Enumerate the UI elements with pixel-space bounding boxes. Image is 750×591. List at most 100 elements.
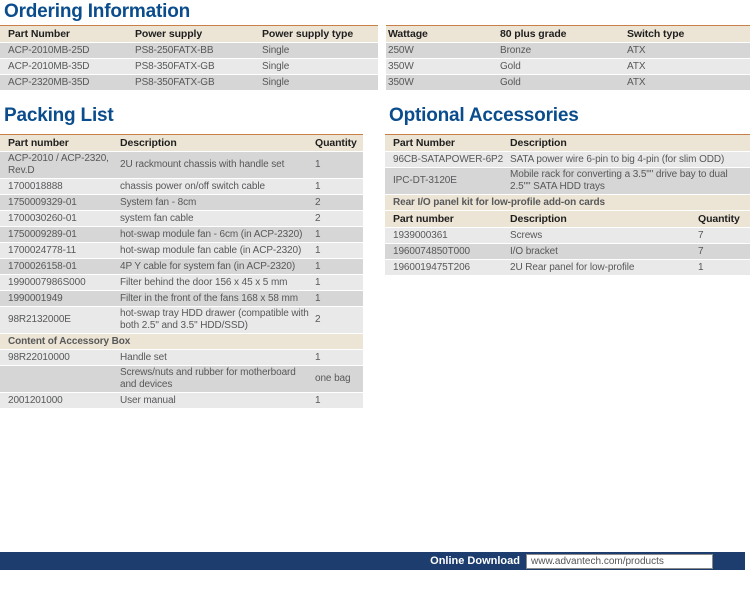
- table-cell: ATX: [627, 58, 750, 75]
- table-cell: 1: [315, 226, 363, 243]
- column-header: Power supply type: [262, 25, 378, 43]
- table-row: 1700026158-01 4P Y cable for system fan (…: [0, 258, 363, 275]
- table-row: ACP-2320MB-35D PS8-350FATX-GB Single: [0, 74, 378, 91]
- table-cell: Gold: [500, 74, 627, 91]
- table-cell: 98R2132000E: [0, 306, 120, 334]
- online-download-label: Online Download: [430, 555, 520, 567]
- ordering-information-title: Ordering Information: [4, 1, 191, 22]
- table-cell: 1750009289-01: [0, 226, 120, 243]
- table-cell: system fan cable: [120, 210, 315, 227]
- table-cell: I/O bracket: [510, 243, 698, 260]
- table-cell: 1960074850T000: [385, 243, 510, 260]
- table-cell: 96CB-SATAPOWER-6P2: [385, 151, 510, 168]
- table-row: 1700024778-11 hot-swap module fan cable (…: [0, 242, 363, 259]
- table-cell: 1939000361: [385, 227, 510, 244]
- table-row: 1750009289-01 hot-swap module fan - 6cm (…: [0, 226, 363, 243]
- table-cell: chassis power on/off switch cable: [120, 178, 315, 195]
- table-cell: 1700030260-01: [0, 210, 120, 227]
- table-cell: Gold: [500, 58, 627, 75]
- table-cell: [0, 365, 120, 393]
- table-row: 1700030260-01 system fan cable 2: [0, 210, 363, 227]
- table-cell: 7: [698, 227, 750, 244]
- table-row: 1990001949 Filter in the front of the fan…: [0, 290, 363, 307]
- table-cell: Bronze: [500, 42, 627, 59]
- column-header: Quantity: [315, 134, 363, 152]
- table-cell: 350W: [386, 58, 500, 75]
- column-header: Quantity: [698, 210, 750, 228]
- table-cell: hot-swap module fan cable (in ACP-2320): [120, 242, 315, 259]
- table-cell: Filter in the front of the fans 168 x 58…: [120, 290, 315, 307]
- table-cell: Mobile rack for converting a 3.5"" drive…: [510, 167, 750, 195]
- table-cell: Screws: [510, 227, 698, 244]
- table-cell: hot-swap tray HDD drawer (compatible wit…: [120, 306, 315, 334]
- table-cell: 1: [315, 274, 363, 291]
- table-cell: Screws/nuts and rubber for motherboard a…: [120, 365, 315, 393]
- table-row: 2001201000 User manual 1: [0, 392, 363, 409]
- table-cell: 1: [315, 349, 363, 366]
- table-section-row: Content of Accessory Box: [0, 333, 363, 350]
- table-cell: 1: [315, 258, 363, 275]
- table-cell: ACP-2010MB-25D: [0, 42, 135, 59]
- table-cell: ACP-2010 / ACP-2320, Rev.D: [0, 151, 120, 179]
- table-cell: ATX: [627, 42, 750, 59]
- table-row: 98R2132000E hot-swap tray HDD drawer (com…: [0, 306, 363, 334]
- table-cell: 2U rackmount chassis with handle set: [120, 151, 315, 179]
- table-cell: System fan - 8cm: [120, 194, 315, 211]
- table-cell: 2: [315, 306, 363, 334]
- table-cell: 2: [315, 194, 363, 211]
- table-header-row: Part number Description Quantity: [0, 134, 363, 152]
- ordering-information-table-right: Wattage 80 plus grade Switch type 250W Bronz…: [386, 25, 750, 91]
- table-row: ACP-2010 / ACP-2320, Rev.D 2U rackmount c…: [0, 151, 363, 179]
- table-cell: Single: [262, 42, 378, 59]
- table-section-row: Rear I/O panel kit for low-profile add-o…: [385, 194, 750, 211]
- table-cell: ATX: [627, 74, 750, 91]
- column-header: Description: [120, 134, 315, 152]
- table-cell: 1700026158-01: [0, 258, 120, 275]
- table-cell: 1990001949: [0, 290, 120, 307]
- table-cell: ACP-2320MB-35D: [0, 74, 135, 91]
- table-cell: PS8-350FATX-GB: [135, 74, 262, 91]
- column-header: Switch type: [627, 25, 750, 43]
- table-cell: Filter behind the door 156 x 45 x 5 mm: [120, 274, 315, 291]
- column-header: 80 plus grade: [500, 25, 627, 43]
- table-row: 350W Gold ATX: [386, 74, 750, 91]
- table-cell: ACP-2010MB-35D: [0, 58, 135, 75]
- column-header: Description: [510, 210, 698, 228]
- table-cell: IPC-DT-3120E: [385, 167, 510, 195]
- table-row: 1939000361 Screws 7: [385, 227, 750, 244]
- table-cell: 1: [315, 151, 363, 179]
- table-cell: 7: [698, 243, 750, 260]
- table-cell: SATA power wire 6-pin to big 4-pin (for …: [510, 151, 750, 168]
- column-header: Part number: [0, 134, 120, 152]
- table-header-row: Wattage 80 plus grade Switch type: [386, 25, 750, 43]
- table-cell: PS8-350FATX-GB: [135, 58, 262, 75]
- table-cell: 1: [698, 259, 750, 276]
- table-row: IPC-DT-3120E Mobile rack for converting a…: [385, 167, 750, 195]
- table-cell: 1: [315, 178, 363, 195]
- table-row: 1750009329-01 System fan - 8cm 2: [0, 194, 363, 211]
- table-cell: 98R22010000: [0, 349, 120, 366]
- packing-list-title: Packing List: [4, 105, 114, 126]
- table-cell: 250W: [386, 42, 500, 59]
- table-cell: Single: [262, 58, 378, 75]
- table-cell: 1: [315, 290, 363, 307]
- table-row: Screws/nuts and rubber for motherboard a…: [0, 365, 363, 393]
- table-cell: 2U Rear panel for low-profile: [510, 259, 698, 276]
- footer-bar: Online Download www.advantech.com/produc…: [0, 552, 745, 570]
- table-section-label: Content of Accessory Box: [0, 333, 363, 350]
- packing-list-table: Part number Description Quantity ACP-2010 /…: [0, 134, 363, 409]
- table-row: 1990007986S000 Filter behind the door 156…: [0, 274, 363, 291]
- table-cell: Handle set: [120, 349, 315, 366]
- table-cell: Single: [262, 74, 378, 91]
- table-cell: 4P Y cable for system fan (in ACP-2320): [120, 258, 315, 275]
- table-row: 1960019475T206 2U Rear panel for low-prof…: [385, 259, 750, 276]
- column-header: Part number: [385, 210, 510, 228]
- column-header: Power supply: [135, 25, 262, 43]
- table-cell: 1700024778-11: [0, 242, 120, 259]
- table-cell: 1750009329-01: [0, 194, 120, 211]
- table-row: 1700018888 chassis power on/off switch ca…: [0, 178, 363, 195]
- download-url-link[interactable]: www.advantech.com/products: [526, 553, 713, 569]
- table-row: ACP-2010MB-35D PS8-350FATX-GB Single: [0, 58, 378, 75]
- table-cell: 1: [315, 242, 363, 259]
- column-header: Part Number: [385, 134, 510, 152]
